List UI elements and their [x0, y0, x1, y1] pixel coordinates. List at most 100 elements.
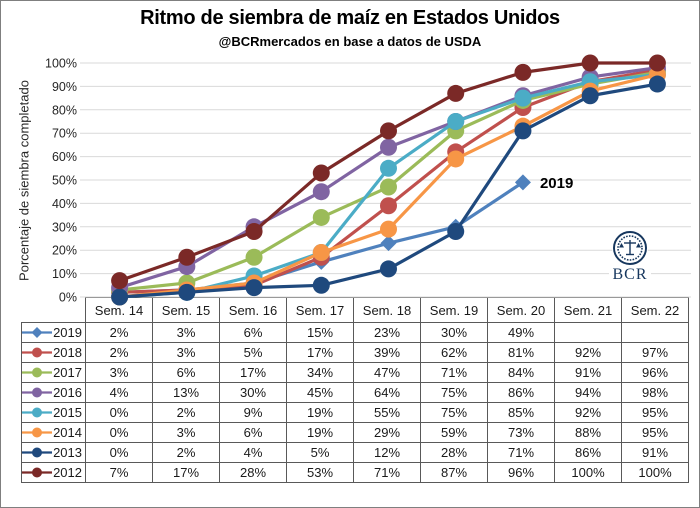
data-point-2013 — [648, 75, 666, 93]
value-cell: 2% — [85, 342, 153, 363]
y-tick-label: 20% — [52, 244, 77, 258]
table-row-2014: 2014 0% 3% 6% 19% 29% 59% 73% 88% 95% — [21, 422, 689, 443]
data-point-2015 — [312, 244, 330, 262]
data-point-2013 — [312, 276, 330, 294]
data-point-2015 — [447, 113, 465, 130]
data-point-2017 — [178, 274, 196, 292]
data-point-2017 — [312, 208, 330, 226]
data-point-2012 — [178, 248, 196, 266]
value-cell: 96% — [487, 462, 555, 483]
table-header-row: Sem. 14 Sem. 15 Sem. 16 Sem. 17 Sem. 18 Sem. … — [22, 297, 689, 323]
data-point-2012 — [581, 54, 599, 72]
series-2016 — [111, 59, 666, 297]
legend-year-label: 2018 — [53, 345, 82, 360]
y-tick-label: 50% — [52, 174, 77, 188]
week-header-cell: Sem. 16 — [219, 297, 287, 323]
legend-cell-2012: 2012 — [21, 462, 86, 483]
value-cell: 95% — [621, 422, 689, 443]
data-point-2017 — [447, 122, 465, 140]
diamond-legend-key-icon — [22, 327, 53, 338]
value-cell: 81% — [487, 342, 555, 363]
annotation-2019: 2019 — [540, 175, 573, 192]
data-point-2016 — [380, 138, 397, 156]
table-row-2019: 2019 2% 3% 6% 15% 23% 30% 49% — [21, 322, 689, 343]
data-point-2016 — [648, 59, 666, 77]
value-cell — [621, 322, 689, 343]
table-row-2015: 2015 0% 2% 9% 19% 55% 75% 85% 92% 95% — [21, 402, 689, 423]
data-point-2014 — [514, 117, 532, 135]
data-point-2012 — [447, 84, 465, 102]
data-point-2012 — [245, 222, 263, 240]
value-cell: 92% — [554, 402, 622, 423]
value-cell: 0% — [85, 422, 153, 443]
legend-year-label: 2015 — [53, 405, 82, 420]
data-point-2014 — [312, 244, 330, 262]
table-row-2017: 2017 3% 6% 17% 34% 47% 71% 84% 91% 96% — [21, 362, 689, 383]
data-point-2013 — [447, 222, 465, 240]
circle-legend-key-icon — [22, 447, 53, 458]
value-cell: 86% — [554, 442, 622, 463]
value-cell: 86% — [487, 382, 555, 403]
data-point-2013 — [514, 122, 532, 140]
value-cell: 64% — [353, 382, 421, 403]
data-point-2012 — [111, 272, 129, 290]
data-point-2017 — [111, 281, 129, 299]
legend-year-label: 2012 — [53, 465, 82, 480]
series-2013 — [111, 75, 666, 306]
circle-legend-key-icon — [22, 367, 53, 378]
data-table: Sem. 14 Sem. 15 Sem. 16 Sem. 17 Sem. 18 Sem. … — [21, 297, 689, 483]
value-cell: 30% — [219, 382, 287, 403]
value-cell — [554, 322, 622, 343]
data-point-2016 — [178, 258, 196, 276]
value-cell: 97% — [621, 342, 689, 363]
data-point-2017 — [380, 178, 397, 196]
value-cell: 85% — [487, 402, 555, 423]
data-point-2016 — [447, 113, 465, 130]
data-point-2015 — [245, 267, 263, 285]
series-2018 — [111, 61, 666, 301]
circle-legend-key-icon — [22, 407, 53, 418]
legend-cell-2014: 2014 — [21, 422, 86, 443]
data-point-2018 — [514, 98, 532, 116]
value-cell: 47% — [353, 362, 421, 383]
value-cell: 53% — [286, 462, 354, 483]
circle-legend-key-icon — [22, 387, 53, 398]
series-2017 — [111, 63, 666, 299]
y-tick-labels: 0%10%20%30%40%50%60%70%80%90%100% — [45, 57, 77, 305]
value-cell: 17% — [219, 362, 287, 383]
data-point-2017 — [648, 63, 666, 81]
value-cell: 6% — [152, 362, 220, 383]
y-tick-label: 90% — [52, 80, 77, 94]
y-tick-label: 40% — [52, 197, 77, 211]
data-point-2018 — [178, 281, 196, 299]
data-point-2017 — [581, 75, 599, 93]
value-cell: 45% — [286, 382, 354, 403]
data-point-2012 — [648, 54, 666, 72]
data-point-2016 — [581, 68, 599, 86]
value-cell: 0% — [85, 442, 153, 463]
bcr-logo: BCR — [609, 230, 651, 283]
y-axis-title: Porcentaje de siembra completado — [16, 80, 32, 281]
data-point-2016 — [245, 218, 263, 236]
table-row-2013: 2013 0% 2% 4% 5% 12% 28% 71% 86% 91% — [21, 442, 689, 463]
legend-cell-2013: 2013 — [21, 442, 86, 463]
value-cell: 5% — [219, 342, 287, 363]
data-point-2018 — [245, 276, 263, 294]
data-point-2018 — [447, 143, 465, 161]
value-cell: 13% — [152, 382, 220, 403]
y-tick-label: 100% — [45, 57, 77, 71]
week-header-cell: Sem. 20 — [487, 297, 555, 323]
value-cell: 71% — [353, 462, 421, 483]
value-cell: 7% — [85, 462, 153, 483]
table-row-2018: 2018 2% 3% 5% 17% 39% 62% 81% 92% 97% — [21, 342, 689, 363]
value-cell: 71% — [487, 442, 555, 463]
value-cell: 19% — [286, 422, 354, 443]
y-tick-label: 60% — [52, 150, 77, 164]
data-point-2019 — [514, 174, 531, 191]
table-row-2016: 2016 4% 13% 30% 45% 64% 75% 86% 94% 98% — [21, 382, 689, 403]
value-cell: 15% — [286, 322, 354, 343]
value-cell: 6% — [219, 322, 287, 343]
value-cell: 96% — [621, 362, 689, 383]
data-point-2015 — [514, 89, 532, 107]
